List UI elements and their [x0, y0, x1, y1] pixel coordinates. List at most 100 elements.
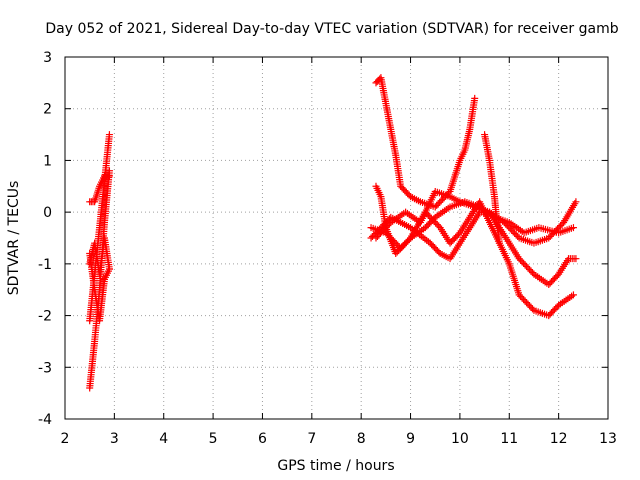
data-point — [105, 131, 113, 139]
y-tick-label: 3 — [43, 50, 52, 66]
data-point — [551, 228, 559, 236]
data-point — [524, 264, 532, 272]
data-point — [495, 239, 503, 247]
data-point — [392, 250, 400, 258]
data-point — [379, 226, 387, 234]
data-point — [557, 222, 565, 230]
x-axis-label: GPS time / hours — [277, 458, 394, 474]
data-points — [86, 74, 580, 392]
data-point — [552, 226, 560, 234]
data-point — [437, 197, 445, 205]
data-point — [506, 225, 514, 233]
data-point — [424, 211, 432, 219]
ticks — [64, 56, 609, 420]
data-point — [389, 237, 397, 245]
data-point — [517, 292, 525, 300]
data-point — [372, 234, 380, 242]
data-point — [388, 235, 396, 243]
data-point — [393, 248, 401, 256]
data-point — [515, 255, 523, 263]
data-point — [436, 198, 444, 206]
data-point — [105, 172, 113, 180]
data-point — [505, 223, 513, 231]
data-point — [569, 291, 577, 299]
data-point — [502, 220, 510, 228]
x-tick-label: 4 — [159, 431, 168, 447]
data-point — [512, 231, 520, 239]
data-point — [526, 302, 534, 310]
data-point — [384, 222, 392, 230]
x-tick-label: 12 — [550, 431, 568, 447]
data-point — [514, 232, 522, 240]
data-point — [521, 261, 529, 269]
data-point — [546, 232, 554, 240]
plot-frame — [64, 56, 609, 420]
data-point — [431, 203, 439, 211]
data-point — [528, 305, 536, 313]
data-point — [549, 229, 557, 237]
x-tick-label: 3 — [110, 431, 119, 447]
y-tick-labels: 3 2 1 0 -1 -2 -3 -4 — [38, 50, 52, 428]
x-tick-label: 8 — [357, 431, 366, 447]
data-point — [385, 232, 393, 240]
y-tick-label: 2 — [43, 102, 52, 118]
data-point — [523, 299, 531, 307]
chart-title: Day 052 of 2021, Sidereal Day-to-day VTE… — [45, 21, 618, 37]
data-point — [521, 297, 529, 305]
data-point — [527, 267, 535, 275]
data-point — [518, 294, 526, 302]
data-point — [515, 291, 523, 299]
data-point — [433, 201, 441, 209]
data-point — [572, 255, 580, 263]
y-tick-label: -2 — [38, 309, 52, 325]
data-point — [386, 233, 394, 241]
y-tick-label: -3 — [38, 360, 52, 376]
data-point — [569, 224, 577, 232]
data-point — [439, 195, 447, 203]
data-point — [373, 232, 381, 240]
x-tick-label: 13 — [599, 431, 617, 447]
data-point — [509, 228, 517, 236]
data-point — [517, 256, 525, 264]
y-tick-label: -1 — [38, 257, 52, 273]
y-tick-label: -4 — [38, 412, 52, 428]
x-tick-label: 11 — [500, 431, 518, 447]
data-point — [500, 218, 508, 226]
data-point — [518, 258, 526, 266]
data-point — [434, 200, 442, 208]
data-point — [554, 225, 562, 233]
data-point — [376, 229, 384, 237]
data-point — [527, 303, 535, 311]
data-point — [548, 231, 556, 239]
data-point — [375, 231, 383, 239]
data-point — [378, 228, 386, 236]
data-point — [383, 230, 391, 238]
data-point — [520, 296, 528, 304]
y-tick-label: 1 — [43, 153, 52, 169]
y-axis-label: SDTVAR / TECUs — [6, 181, 22, 296]
data-point — [381, 225, 389, 233]
y-tick-label: 0 — [43, 205, 52, 221]
data-point — [524, 300, 532, 308]
x-tick-label: 2 — [61, 431, 70, 447]
data-point — [503, 222, 511, 230]
x-tick-labels: 2 3 4 5 6 7 8 9 10 11 12 13 — [61, 431, 617, 447]
x-tick-label: 6 — [258, 431, 267, 447]
data-point — [392, 240, 400, 248]
x-tick-label: 7 — [307, 431, 316, 447]
data-point — [105, 265, 113, 273]
data-point — [523, 262, 531, 270]
x-tick-label: 9 — [406, 431, 415, 447]
gridlines — [65, 57, 608, 419]
x-tick-label: 5 — [209, 431, 218, 447]
data-point — [520, 259, 528, 267]
data-point — [382, 223, 390, 231]
data-point — [511, 229, 519, 237]
x-tick-label: 10 — [451, 431, 469, 447]
data-point — [526, 266, 534, 274]
data-point — [433, 221, 441, 229]
data-point — [555, 223, 563, 231]
data-point — [572, 198, 580, 206]
data-point — [508, 226, 516, 234]
